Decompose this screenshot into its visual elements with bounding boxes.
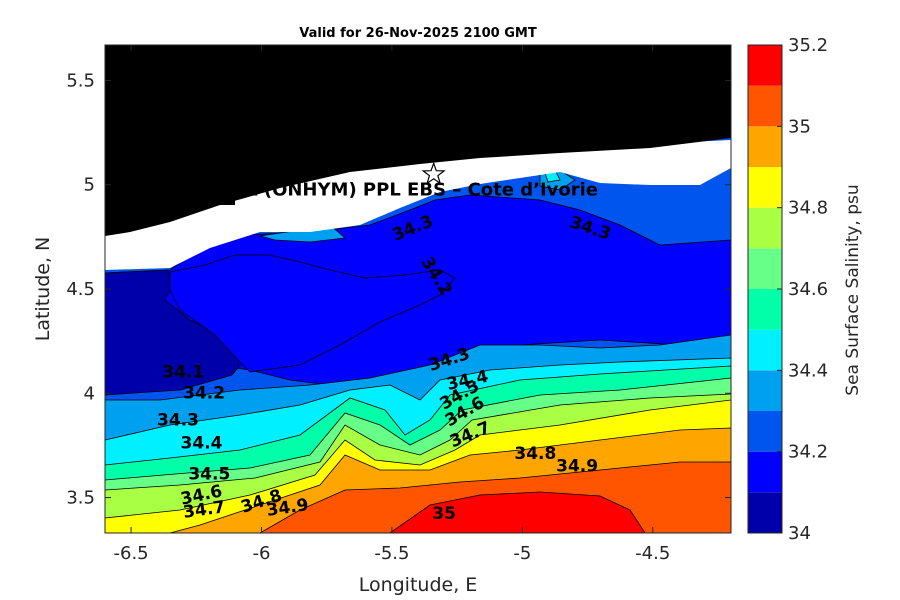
no-data-strip bbox=[105, 140, 731, 270]
site-label: A (ONHYM) PPL EBS – Cote d’Ivorie bbox=[244, 179, 598, 200]
x-axis-label: Longitude, E bbox=[359, 574, 478, 596]
band-34-1-inner bbox=[169, 254, 456, 373]
colorbar-segment bbox=[748, 370, 782, 411]
land-mass bbox=[105, 45, 731, 236]
colorbar-tick-label: 35.2 bbox=[788, 35, 828, 56]
y-tick-label: 5 bbox=[84, 175, 95, 196]
y-tick-label: 3.5 bbox=[66, 488, 95, 509]
colorbar-segment bbox=[748, 329, 782, 371]
colorbar: 34 34.2 34.4 34.6 34.8 35 35.2 bbox=[747, 35, 828, 544]
y-tick-label: 4 bbox=[84, 383, 95, 404]
x-tick-label: -5 bbox=[513, 543, 531, 564]
y-axis-label: Latitude, N bbox=[32, 237, 54, 342]
x-tick-label: -6 bbox=[253, 543, 271, 564]
contour-label: 34.5 bbox=[188, 465, 230, 485]
colorbar-segment bbox=[748, 289, 782, 330]
contour-label: 34.2 bbox=[183, 383, 225, 403]
colorbar-segment bbox=[748, 45, 782, 86]
colorbar-segment bbox=[748, 451, 782, 493]
band-34-0 bbox=[105, 269, 245, 396]
colorbar-segment bbox=[748, 167, 782, 208]
contour-label: 34.3 bbox=[157, 410, 199, 430]
colorbar-tick-label: 34.8 bbox=[788, 198, 828, 219]
contour-label: 34.4 bbox=[181, 433, 223, 453]
colorbar-tick-label: 35 bbox=[788, 116, 811, 137]
x-tick-label: -6.5 bbox=[114, 543, 149, 564]
y-tick-label: 4.5 bbox=[66, 279, 95, 300]
colorbar-segment bbox=[748, 85, 782, 127]
plot-area bbox=[105, 45, 731, 533]
colorbar-tick-label: 34 bbox=[788, 523, 811, 544]
colorbar-segment bbox=[748, 492, 782, 533]
contour-label: 34.9 bbox=[556, 456, 598, 476]
y-tick-label: 5.5 bbox=[66, 70, 95, 91]
band-35-1 bbox=[389, 491, 646, 533]
colorbar-segment bbox=[748, 411, 782, 452]
y-axis-ticks: 3.5 4 4.5 5 5.5 bbox=[66, 70, 731, 509]
x-tick-label: -5.5 bbox=[374, 543, 409, 564]
x-tick-label: -4.5 bbox=[635, 543, 670, 564]
contour-label: 35 bbox=[432, 504, 456, 524]
x-axis-ticks: -6.5 -6 -5.5 -5 -4.5 bbox=[114, 45, 670, 564]
colorbar-tick-label: 34.4 bbox=[788, 360, 828, 381]
colorbar-segment bbox=[748, 248, 782, 289]
colorbar-segment bbox=[748, 207, 782, 249]
colorbar-tick-label: 34.2 bbox=[788, 442, 828, 463]
site-star-icon bbox=[421, 161, 446, 185]
contour-label: 34.1 bbox=[162, 362, 204, 382]
contour-label: 34.8 bbox=[514, 444, 556, 464]
colorbar-segment bbox=[748, 126, 782, 167]
chart-title: Valid for 26-Nov-2025 2100 GMT bbox=[299, 26, 537, 41]
site-label-mask bbox=[105, 45, 235, 205]
colorbar-tick-label: 34.6 bbox=[788, 279, 828, 300]
colorbar-label: Sea Surface Salinity, psu bbox=[843, 184, 863, 395]
